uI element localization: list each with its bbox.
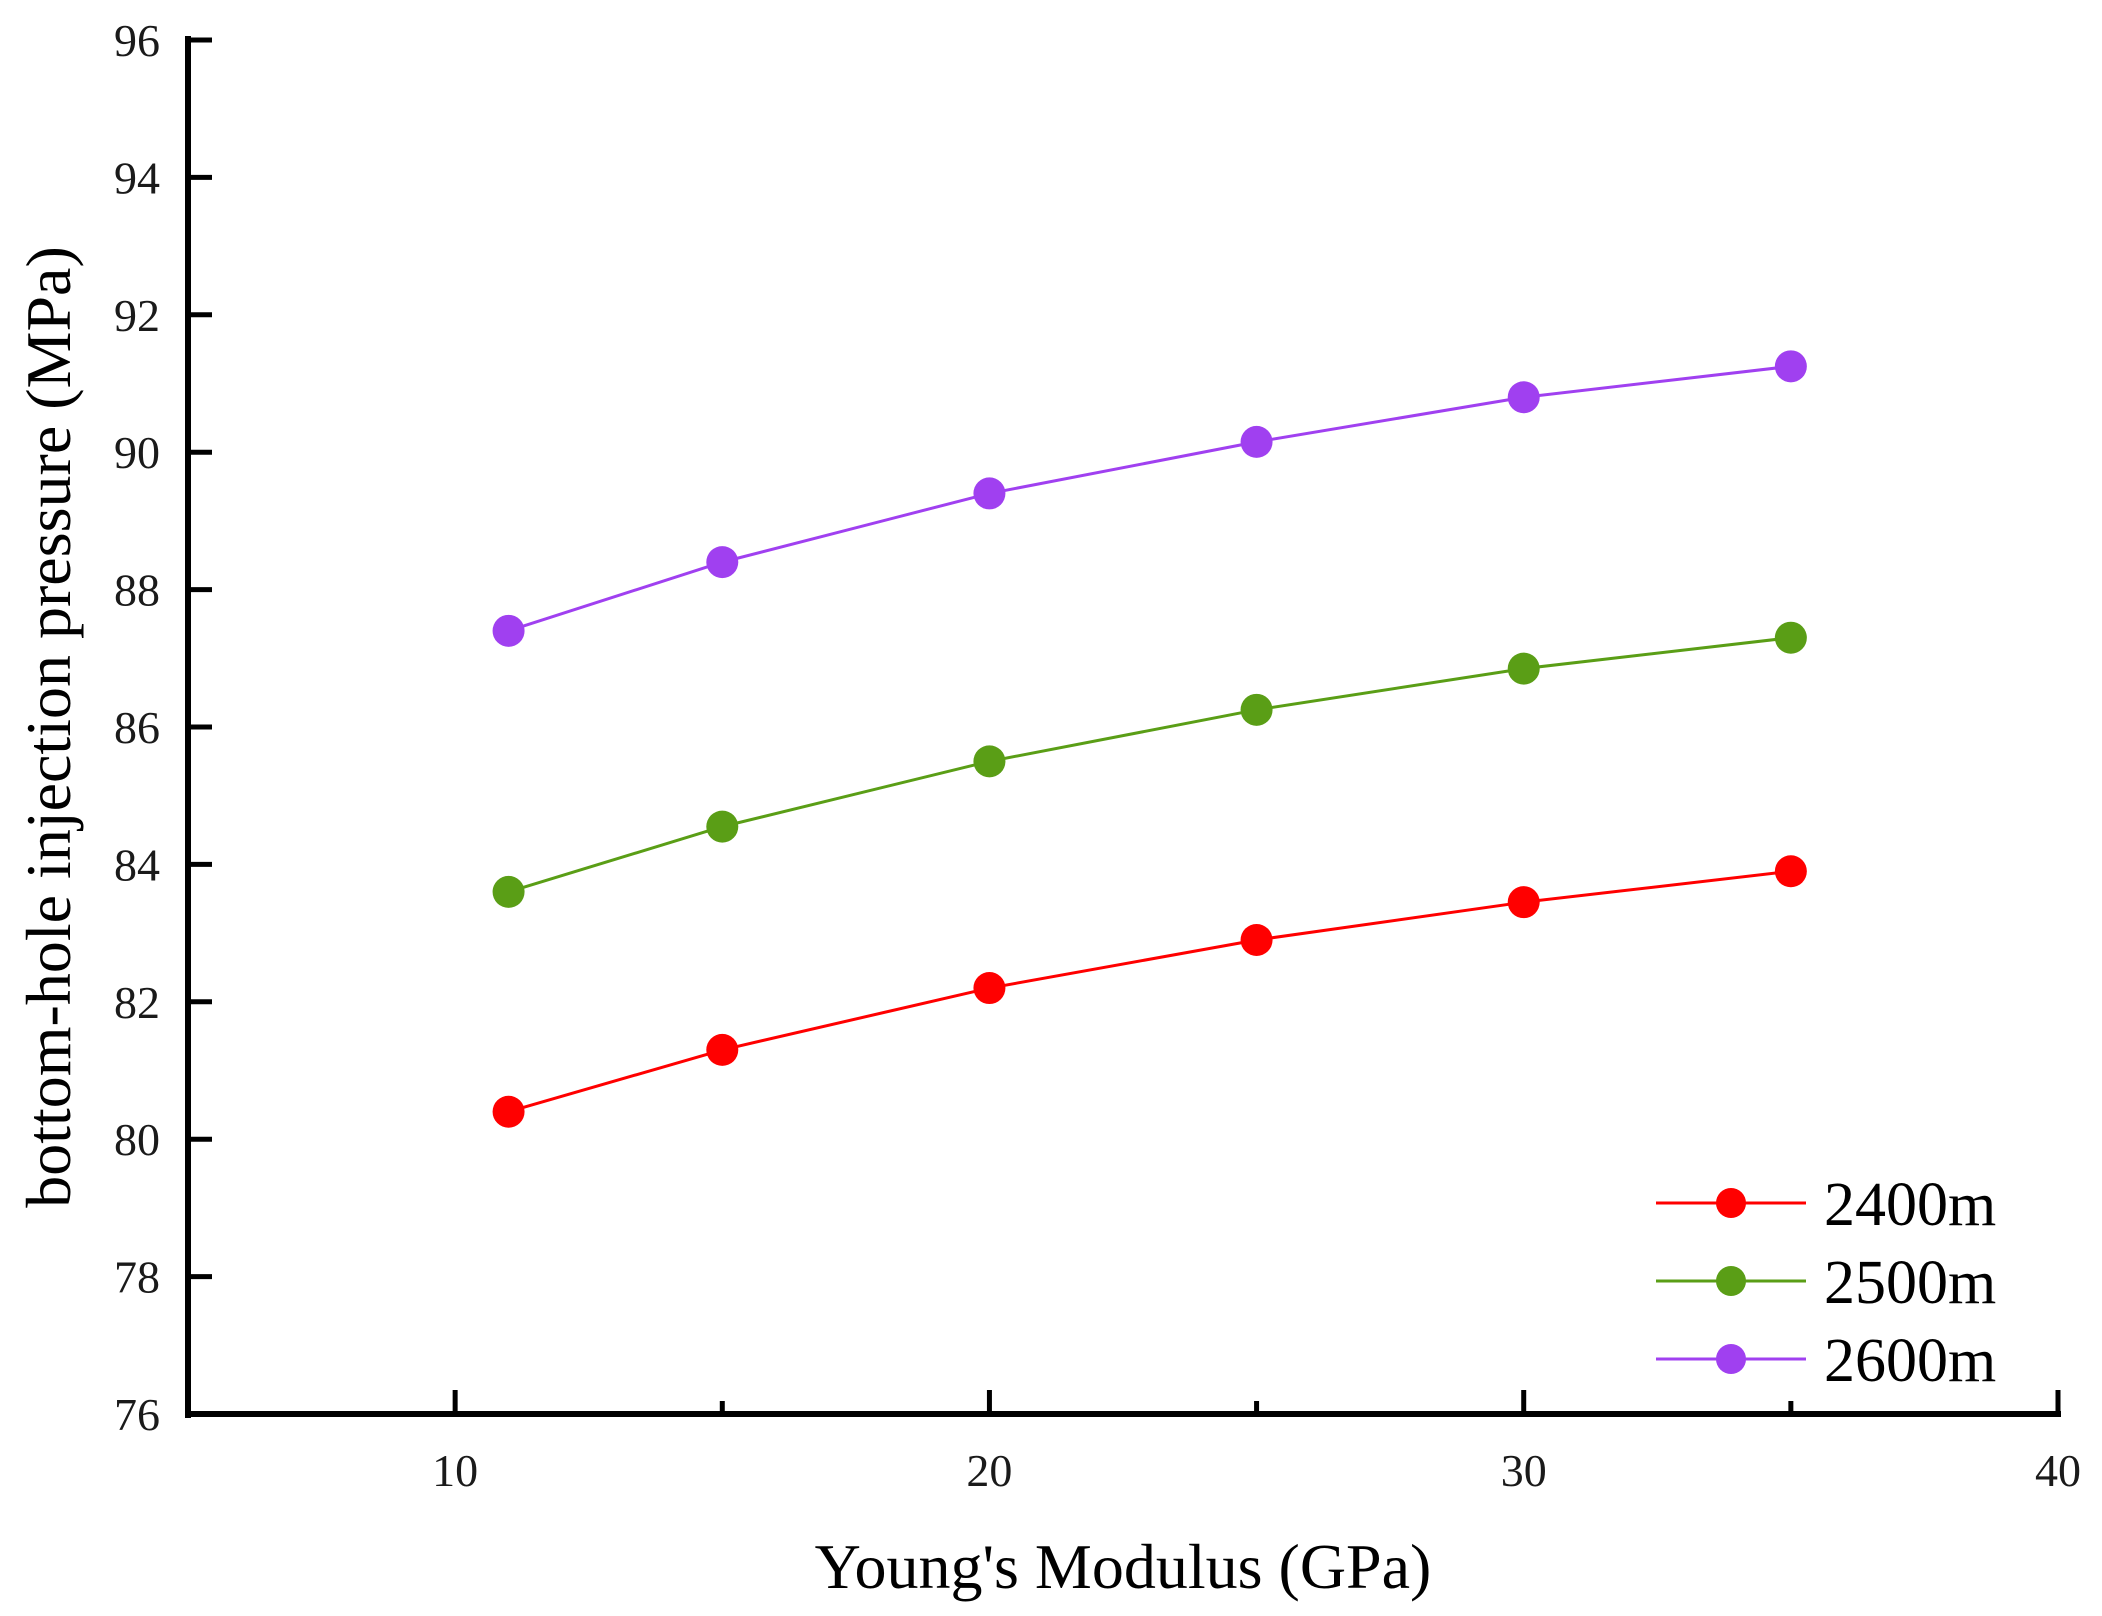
x-tick-label: 10	[432, 1445, 478, 1496]
y-tick-label: 82	[114, 977, 160, 1028]
y-tick-label: 86	[114, 702, 160, 753]
data-point	[706, 546, 739, 579]
y-tick-label: 90	[114, 427, 160, 478]
y-tick-label: 88	[114, 565, 160, 616]
x-tick-label: 20	[966, 1445, 1012, 1496]
series-layer	[492, 350, 1807, 1128]
y-tick-label: 94	[114, 152, 160, 203]
data-point	[1774, 855, 1807, 888]
data-point	[1774, 350, 1807, 383]
series-line-2600m	[508, 364, 1792, 633]
y-axis-title: bottom-hole injection pressure (MPa)	[13, 246, 84, 1208]
data-point	[1240, 693, 1273, 726]
legend-item-2600m: 2600m	[1656, 1327, 1996, 1395]
data-point	[492, 614, 525, 647]
series-2600m	[492, 350, 1807, 647]
data-point	[492, 875, 525, 908]
y-tick-label: 78	[114, 1252, 160, 1303]
legend-label: 2600m	[1824, 1327, 1996, 1395]
legend-label: 2400m	[1824, 1171, 1996, 1239]
data-point	[492, 1095, 525, 1128]
data-point	[1240, 923, 1273, 956]
x-tick-label: 30	[1501, 1445, 1547, 1496]
series-line-2400m	[508, 869, 1792, 1114]
data-point	[706, 1033, 739, 1066]
y-tick-label: 84	[114, 839, 160, 890]
data-point	[706, 810, 739, 843]
axes: 76 78 80 82 84 86 88 90 92 94 96 10 20 30 40	[114, 15, 2081, 1496]
legend-label: 2500m	[1824, 1249, 1996, 1317]
legend: 2400m 2500m 2600m	[1656, 1171, 1996, 1395]
y-tick-label: 80	[114, 1114, 160, 1165]
series-2400m	[492, 855, 1807, 1128]
legend-marker	[1716, 1344, 1746, 1374]
data-point	[973, 477, 1006, 510]
data-point	[1507, 652, 1540, 685]
data-point	[1507, 886, 1540, 919]
y-tick-label: 92	[114, 290, 160, 341]
legend-marker	[1716, 1266, 1746, 1296]
legend-item-2500m: 2500m	[1656, 1249, 1996, 1317]
y-tick-label: 76	[114, 1389, 160, 1440]
x-axis-title: Young's Modulus (GPa)	[815, 1531, 1432, 1602]
data-point	[973, 745, 1006, 778]
data-point	[1774, 621, 1807, 654]
data-point	[973, 972, 1006, 1005]
y-tick-label: 96	[114, 15, 160, 66]
series-2500m	[492, 621, 1807, 908]
legend-marker	[1716, 1188, 1746, 1218]
legend-item-2400m: 2400m	[1656, 1171, 1996, 1239]
x-tick-label: 40	[2035, 1445, 2081, 1496]
series-line-2500m	[508, 636, 1792, 894]
data-point	[1240, 425, 1273, 458]
data-point	[1507, 381, 1540, 414]
